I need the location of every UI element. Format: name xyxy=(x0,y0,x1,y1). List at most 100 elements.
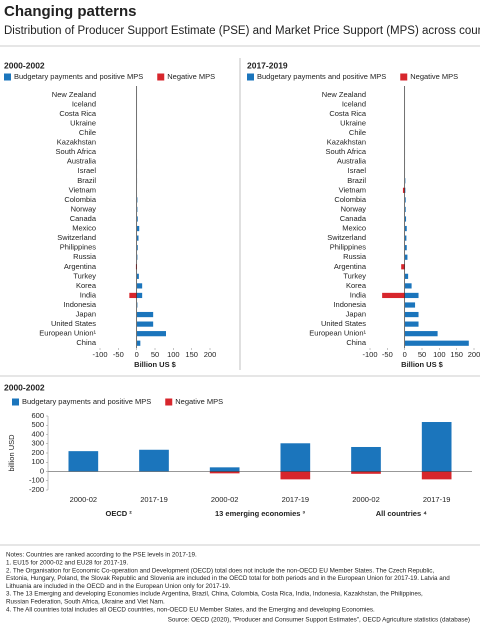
category-label: Costa Rica xyxy=(329,109,367,118)
bar xyxy=(421,422,452,472)
bar xyxy=(402,187,405,193)
bar xyxy=(404,197,406,203)
category-label: Canada xyxy=(70,214,97,223)
legend-label: Negative MPS xyxy=(175,397,223,406)
category-label: United States xyxy=(51,319,96,328)
x-tick-label: 100 xyxy=(433,350,446,359)
note: Lithuania are included in the OECD and i… xyxy=(6,583,231,590)
category-label: Argentina xyxy=(64,262,97,271)
note: 3. The 13 Emerging and developing Econom… xyxy=(6,591,423,598)
bar xyxy=(136,273,139,279)
category-label: 2000-02 xyxy=(70,495,98,504)
bar xyxy=(404,292,419,299)
category-label: United States xyxy=(321,319,366,328)
y-tick-label: 400 xyxy=(31,429,44,438)
category-label: Japan xyxy=(346,310,366,319)
x-tick-label: 200 xyxy=(468,350,480,359)
category-label: Colombia xyxy=(334,195,367,204)
category-label: Israel xyxy=(348,166,367,175)
x-tick-label: 150 xyxy=(185,350,198,359)
category-label: Brazil xyxy=(347,176,366,185)
group-label: OECD ² xyxy=(106,509,133,518)
x-tick-label: 150 xyxy=(450,350,463,359)
bar xyxy=(136,254,138,260)
bar xyxy=(136,225,140,232)
legend-swatch xyxy=(4,73,11,81)
x-tick-label: 0 xyxy=(135,350,139,359)
category-label: Mexico xyxy=(342,224,366,233)
x-tick-label: 50 xyxy=(151,350,159,359)
category-label: 2017-19 xyxy=(140,495,168,504)
category-label: Philippines xyxy=(330,243,367,252)
category-label: Korea xyxy=(76,281,97,290)
category-label: China xyxy=(76,338,96,347)
category-label: South Africa xyxy=(56,147,97,156)
bar xyxy=(351,446,381,472)
bar xyxy=(404,216,407,222)
note: Notes: Countries are ranked according to… xyxy=(6,552,197,559)
y-axis-label: billion USD xyxy=(7,434,16,472)
bar xyxy=(404,340,469,346)
x-tick-label: 200 xyxy=(204,350,217,359)
category-label: Norway xyxy=(341,204,367,213)
note: Russian Federation, South Africa, Ukrain… xyxy=(6,598,165,605)
bar xyxy=(136,197,138,203)
category-label: Brazil xyxy=(77,176,96,185)
bar xyxy=(136,331,166,337)
category-label: 2000-02 xyxy=(352,495,380,504)
x-tick-label: 0 xyxy=(403,350,407,359)
bar xyxy=(136,216,138,222)
legend-swatch xyxy=(157,73,165,81)
y-tick-label: -100 xyxy=(29,476,44,485)
bar xyxy=(68,451,99,472)
legend-swatch xyxy=(400,73,408,81)
category-label: European Union¹ xyxy=(309,329,366,338)
bar xyxy=(404,225,407,232)
bar xyxy=(280,443,311,472)
category-label: India xyxy=(80,290,97,299)
category-label: New Zealand xyxy=(52,90,96,99)
bar xyxy=(404,302,416,308)
bar xyxy=(280,471,311,480)
category-label: Norway xyxy=(71,204,97,213)
y-tick-label: -200 xyxy=(29,485,44,494)
category-label: Russia xyxy=(73,252,97,261)
category-label: India xyxy=(350,290,367,299)
panel-title: 2000-2002 xyxy=(4,60,45,70)
category-label: 2000-02 xyxy=(211,495,239,504)
bar xyxy=(382,292,405,299)
category-label: Colombia xyxy=(64,195,97,204)
bar xyxy=(135,264,137,270)
bar xyxy=(136,283,143,289)
category-label: Vietnam xyxy=(69,185,96,194)
bar xyxy=(404,273,409,279)
category-label: Russia xyxy=(343,252,367,261)
category-label: Ukraine xyxy=(70,118,96,127)
category-label: Indonesia xyxy=(63,300,96,309)
bar xyxy=(404,245,407,251)
panel-title: 2017-2019 xyxy=(247,60,288,70)
bar xyxy=(139,449,169,472)
note: 4. The All countries total includes all … xyxy=(6,606,375,613)
category-label: South Africa xyxy=(326,147,367,156)
legend-swatch xyxy=(165,398,173,406)
category-label: Kazakhstan xyxy=(57,138,96,147)
group-label: All countries ⁴ xyxy=(376,509,428,518)
category-label: Switzerland xyxy=(57,233,96,242)
category-label: Kazakhstan xyxy=(327,138,366,147)
y-tick-label: 500 xyxy=(31,420,44,429)
category-label: Iceland xyxy=(342,99,366,108)
x-tick-label: -100 xyxy=(362,350,377,359)
category-label: Chile xyxy=(79,128,96,137)
bar xyxy=(209,471,240,474)
note: 2. The Organisation for Economic Co-oper… xyxy=(6,567,434,574)
bar xyxy=(404,311,419,318)
source: Source: OECD (2020), "Producer and Consu… xyxy=(168,617,470,624)
x-axis-label: Billion US $ xyxy=(134,360,177,369)
bar xyxy=(136,235,139,241)
panel-title: 2000-2002 xyxy=(4,382,45,392)
legend-label: Budgetary payments and positive MPS xyxy=(257,72,386,81)
y-tick-label: 0 xyxy=(40,466,44,475)
bar xyxy=(136,302,138,308)
